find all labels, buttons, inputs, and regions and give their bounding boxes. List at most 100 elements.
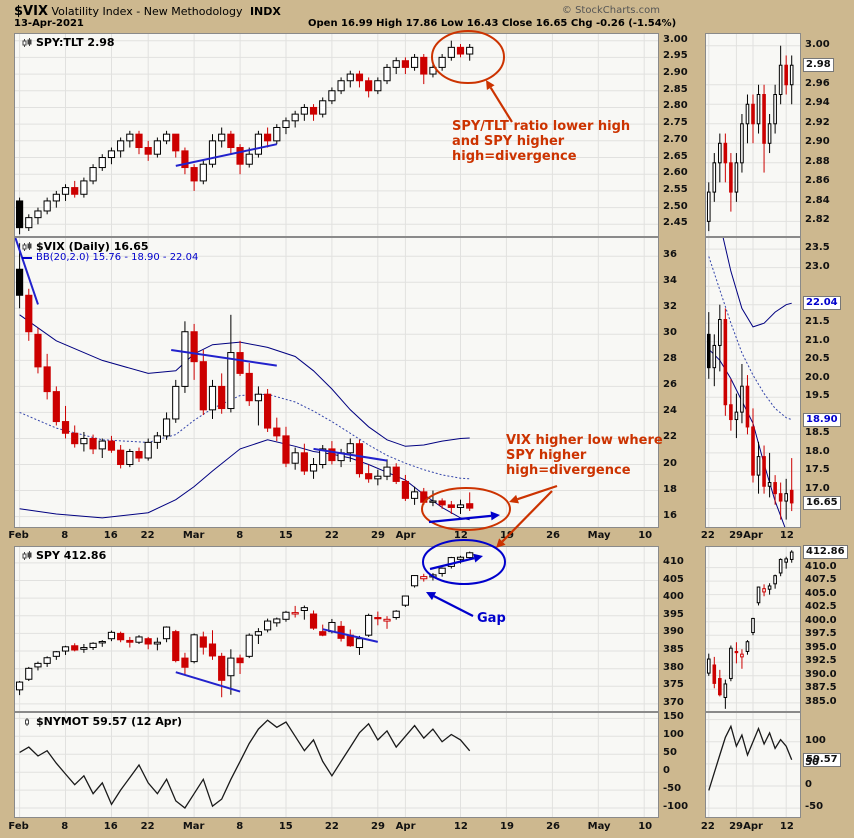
y-axis-label: 3.00 xyxy=(663,33,688,45)
y-axis-label: 23.5 xyxy=(805,242,830,254)
y-axis-label: 390.0 xyxy=(805,668,837,680)
y-axis-label: 2.88 xyxy=(805,155,830,167)
x-axis-label: 19 xyxy=(499,530,514,541)
chart-canvas xyxy=(15,713,658,817)
bb-line-swatch xyxy=(22,256,32,259)
y-axis-label: 2.45 xyxy=(663,217,688,229)
vix-zoom-y-axis: 23.5 23.0 22.04 21.5 21.0 20.5 20.0 19.5 18.90 18… xyxy=(803,237,853,528)
chart-canvas xyxy=(706,34,800,236)
y-axis-label: 2.60 xyxy=(663,167,688,179)
y-axis-label: 2.65 xyxy=(663,150,688,162)
y-axis-label: 26 xyxy=(663,379,677,391)
y-axis-label: 18.0 xyxy=(805,445,830,457)
x-axis-label: 12 xyxy=(779,821,794,832)
spytlt-zoom-chart xyxy=(705,33,801,237)
y-axis-label: 17.0 xyxy=(805,482,830,494)
y-axis-label: 2.90 xyxy=(805,136,830,148)
y-axis-label: 400 xyxy=(663,591,684,603)
y-axis-label: 385 xyxy=(663,644,684,656)
y-axis-label: 375 xyxy=(663,679,684,691)
y-axis-label: 2.86 xyxy=(805,175,830,187)
x-axis-label: 22 xyxy=(140,821,155,832)
chart-type-icon xyxy=(22,550,32,560)
y-axis-label: 16.65 xyxy=(803,495,841,510)
x-axis-label: 16 xyxy=(103,821,118,832)
x-axis-label: 22 xyxy=(140,530,155,541)
y-axis-label: 405.0 xyxy=(805,587,837,599)
x-axis-label: Apr xyxy=(743,821,763,832)
y-axis-label: 2.84 xyxy=(805,194,830,206)
y-axis-label: 2.82 xyxy=(805,214,830,226)
spy-legend: SPY 412.86 xyxy=(22,549,106,562)
y-axis-label: 405 xyxy=(663,573,684,585)
spy-legend-label: SPY 412.86 xyxy=(36,549,107,562)
chart-canvas xyxy=(15,547,658,711)
y-axis-label: 21.0 xyxy=(805,334,830,346)
bb-legend: BB(20,2.0) 15.76 - 18.90 - 22.04 xyxy=(22,252,198,263)
y-axis-label: 395 xyxy=(663,608,684,620)
symbol-title: $VIX xyxy=(14,4,48,19)
x-axis-label: 22 xyxy=(324,530,339,541)
spytlt-main-chart xyxy=(14,33,659,237)
y-axis-label: 22.04 xyxy=(803,296,841,311)
x-axis-label: 26 xyxy=(546,821,560,832)
vix-legend-label: $VIX (Daily) 16.65 xyxy=(36,240,149,253)
y-axis-label: 385.0 xyxy=(805,695,837,707)
y-axis-label: 387.5 xyxy=(805,682,837,694)
y-axis-label: 2.90 xyxy=(663,67,688,79)
y-axis-label: 18 xyxy=(663,483,677,495)
chart-type-icon xyxy=(22,241,32,251)
nymot-legend-label: $NYMOT 59.57 (12 Apr) xyxy=(36,715,183,728)
nymot-zoom-chart xyxy=(705,712,801,818)
y-axis-label: 0 xyxy=(663,765,670,777)
x-axis-label: Mar xyxy=(182,530,205,541)
x-axis-label: 22 xyxy=(700,530,715,541)
y-axis-label: 2.50 xyxy=(663,200,688,212)
y-axis-label: -100 xyxy=(663,801,689,813)
ohlc-summary: Open 16.99 High 17.86 Low 16.43 Close 16… xyxy=(308,18,677,29)
chart-date: 13-Apr-2021 xyxy=(14,18,84,29)
x-axis-label: May xyxy=(587,821,611,832)
y-axis-label: -50 xyxy=(663,783,682,795)
y-axis-label: 50 xyxy=(663,747,677,759)
y-axis-label: 50 xyxy=(805,756,819,768)
spytlt-y-axis: 3.00 2.95 2.90 2.85 2.80 2.75 2.70 2.65 2.60 2.55… xyxy=(661,33,699,237)
spy-y-axis: 410 405 400 395 390 385 380 375 370 xyxy=(661,546,699,712)
y-axis-label: 100 xyxy=(663,729,684,741)
chart-canvas xyxy=(706,713,800,817)
y-axis-label: 0 xyxy=(805,779,812,791)
x-axis-label: 12 xyxy=(453,530,468,541)
y-axis-label: 2.95 xyxy=(663,50,688,62)
x-axis-bottom: Feb 8 16 22 Mar 8 15 22 29 Apr 12 19 26 May 10 xyxy=(8,819,659,837)
vix-y-axis: 36 34 32 30 28 26 24 22 20 18 16 xyxy=(661,237,699,528)
spy-zoom-y-axis: 412.86 410.0 407.5 405.0 402.5 400.0 397.5 395.… xyxy=(803,545,853,712)
nymot-main-chart xyxy=(14,712,659,818)
y-axis-label: 402.5 xyxy=(805,601,837,613)
x-axis-label: Mar xyxy=(182,821,205,832)
y-axis-label: 18.90 xyxy=(803,412,841,427)
y-axis-label: 2.96 xyxy=(805,77,830,89)
y-axis-label: 370 xyxy=(663,696,684,708)
x-axis-label: Apr xyxy=(743,530,763,541)
nymot-zoom-y-axis: 100 59.57 50 0 -50 xyxy=(803,712,853,818)
x-axis-label: Apr xyxy=(395,821,416,832)
y-axis-label: 30 xyxy=(663,327,677,339)
x-axis-label: 12 xyxy=(453,821,468,832)
y-axis-label: 32 xyxy=(663,301,677,313)
zoom-x-axis-bottom: 22 29 Apr 12 xyxy=(701,819,801,837)
y-axis-label: 395.0 xyxy=(805,641,837,653)
x-axis-label: 8 xyxy=(236,821,244,832)
y-axis-label: 2.75 xyxy=(663,117,688,129)
y-axis-label: 407.5 xyxy=(805,574,837,586)
spy-zoom-chart xyxy=(705,546,801,712)
x-axis-label: May xyxy=(587,530,611,541)
y-axis-label: 36 xyxy=(663,249,677,261)
vix-zoom-chart xyxy=(705,237,801,528)
x-axis-label: 16 xyxy=(103,530,118,541)
x-axis-label: 8 xyxy=(61,821,69,832)
x-axis-label: 29 xyxy=(370,530,385,541)
y-axis-label: 22 xyxy=(663,431,677,443)
y-axis-label: 392.5 xyxy=(805,655,837,667)
spytlt-divergence-note: SPY/TLT ratio lower high and SPY higher … xyxy=(452,119,631,164)
